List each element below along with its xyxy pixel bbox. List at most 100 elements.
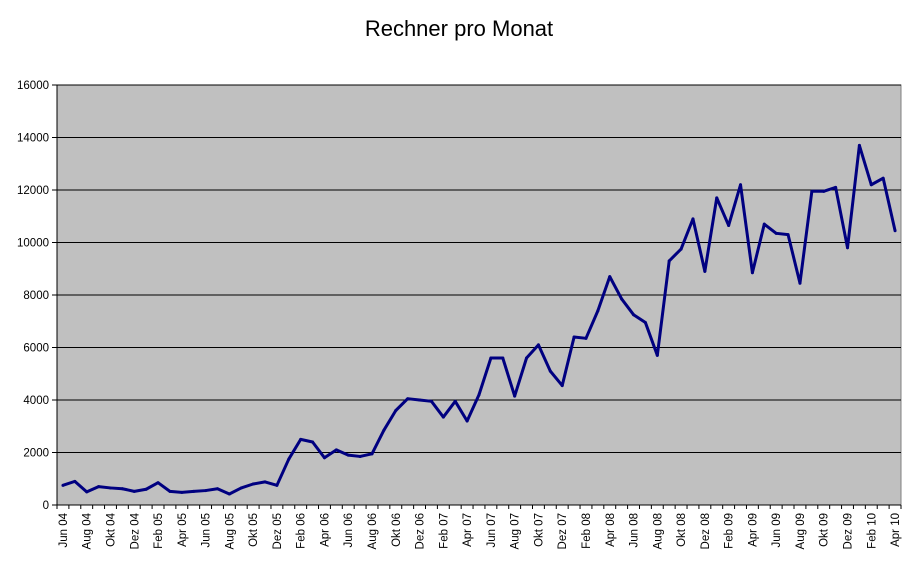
data-point [215, 487, 219, 491]
x-tick-label: Okt 04 [105, 512, 117, 546]
data-point [132, 489, 136, 493]
y-tick-label: 8000 [23, 290, 49, 302]
data-point [358, 454, 362, 458]
x-tick-label: Feb 08 [581, 513, 593, 549]
x-tick-label: Apr 05 [177, 513, 189, 547]
y-tick-label: 0 [43, 500, 49, 512]
data-point [703, 269, 707, 273]
y-tick-label: 16000 [17, 80, 49, 92]
x-tick-label: Dez 04 [129, 512, 141, 549]
data-point [857, 143, 861, 147]
x-tick-label: Okt 06 [391, 513, 403, 547]
x-tick-label: Feb 07 [438, 513, 450, 549]
x-tick-label: Feb 09 [724, 513, 736, 549]
data-point [846, 246, 850, 250]
data-point [239, 486, 243, 490]
data-point [441, 415, 445, 419]
data-point [453, 399, 457, 403]
data-point [739, 183, 743, 187]
x-tick-label: Apr 10 [890, 513, 902, 547]
y-tick-label: 14000 [17, 133, 49, 145]
data-point [750, 271, 754, 275]
data-point [204, 489, 208, 493]
chart-title: Rechner pro Monat [364, 16, 554, 41]
y-tick-label: 2000 [23, 448, 49, 460]
data-point [536, 343, 540, 347]
data-point [786, 233, 790, 237]
x-tick-label: Jun 08 [629, 513, 641, 548]
data-point [632, 313, 636, 317]
x-tick-label: Jun 07 [486, 513, 498, 548]
x-tick-label: Apr 07 [462, 513, 474, 547]
data-point [715, 196, 719, 200]
data-point [382, 428, 386, 432]
data-point [263, 480, 267, 484]
data-point [881, 176, 885, 180]
x-tick-label: Apr 06 [319, 513, 331, 547]
data-point [108, 486, 112, 490]
x-tick-label: Jun 06 [343, 513, 355, 548]
data-point [406, 397, 410, 401]
data-point [798, 281, 802, 285]
data-point [287, 457, 291, 461]
data-point [822, 189, 826, 193]
data-point [774, 231, 778, 235]
data-point [192, 489, 196, 493]
x-tick-label: Aug 07 [510, 513, 522, 549]
data-point [394, 409, 398, 412]
data-point [525, 356, 529, 360]
x-tick-label: Okt 08 [676, 513, 688, 547]
x-tick-label: Aug 08 [652, 513, 664, 549]
x-tick-label: Okt 09 [819, 513, 831, 547]
data-point [311, 440, 315, 444]
x-tick-label: Dez 09 [843, 513, 855, 549]
data-point [334, 448, 338, 452]
data-point [691, 217, 695, 221]
data-point [61, 483, 65, 487]
data-point [893, 229, 897, 233]
data-point [322, 456, 326, 460]
data-point [548, 369, 552, 373]
data-point [180, 490, 184, 494]
x-tick-label: Feb 06 [296, 513, 308, 549]
x-tick-label: Aug 09 [795, 513, 807, 549]
x-tick-label: Okt 07 [533, 513, 545, 547]
data-point [429, 399, 433, 403]
data-point [370, 452, 374, 456]
data-point [620, 297, 624, 301]
data-point [346, 453, 350, 457]
data-point [869, 183, 873, 187]
data-point [156, 481, 160, 485]
x-tick-label: Okt 05 [248, 513, 260, 547]
data-point [97, 485, 101, 489]
x-tick-label: Jun 09 [771, 513, 783, 548]
data-point [73, 479, 77, 483]
data-point [299, 437, 303, 441]
data-point [120, 487, 124, 491]
x-tick-label: Apr 09 [747, 513, 759, 547]
data-point [227, 492, 231, 496]
data-point [596, 309, 600, 313]
x-tick-label: Jun 04 [58, 512, 70, 547]
data-point [643, 321, 647, 325]
data-point [513, 394, 517, 398]
data-point [251, 482, 255, 486]
x-tick-label: Jun 05 [201, 513, 213, 548]
x-tick-label: Aug 04 [82, 512, 94, 549]
data-point [465, 419, 469, 423]
data-point [275, 483, 279, 487]
x-tick-label: Dez 08 [700, 513, 712, 549]
y-tick-label: 4000 [23, 395, 49, 407]
data-point [85, 490, 89, 494]
x-tick-label: Feb 10 [866, 513, 878, 549]
data-point [572, 335, 576, 339]
data-point [608, 275, 612, 279]
data-point [477, 393, 481, 397]
data-point [144, 487, 148, 491]
y-tick-label: 10000 [17, 238, 49, 250]
data-point [679, 247, 683, 251]
data-point [762, 222, 766, 226]
y-tick-label: 6000 [23, 343, 49, 355]
